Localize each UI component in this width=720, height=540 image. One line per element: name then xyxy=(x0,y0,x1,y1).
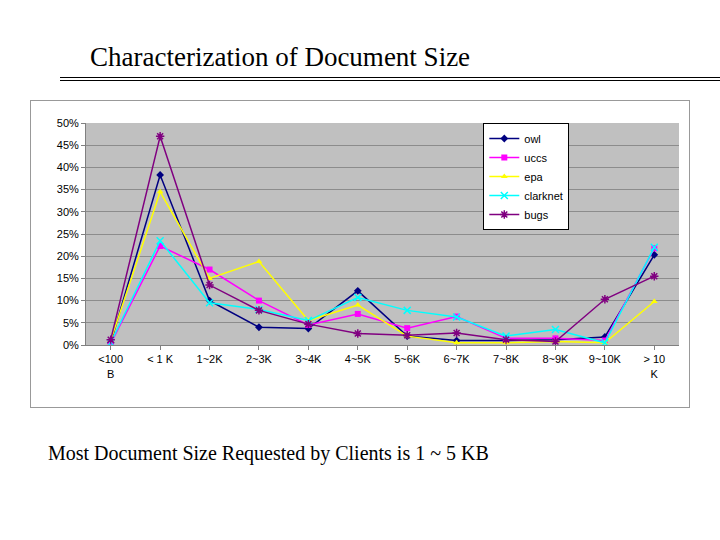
svg-text:bugs: bugs xyxy=(524,209,548,221)
svg-text:50%: 50% xyxy=(57,117,79,129)
svg-text:5%: 5% xyxy=(63,317,79,329)
svg-text:uccs: uccs xyxy=(524,152,547,164)
svg-text:epa: epa xyxy=(524,171,543,183)
svg-text:0%: 0% xyxy=(63,339,79,351)
svg-text:> 10K: > 10K xyxy=(643,353,665,379)
svg-text:30%: 30% xyxy=(57,206,79,218)
svg-text:9~10K: 9~10K xyxy=(589,353,622,365)
svg-text:owl: owl xyxy=(524,133,541,145)
svg-text:40%: 40% xyxy=(57,161,79,173)
svg-text:15%: 15% xyxy=(57,272,79,284)
svg-text:3~4K: 3~4K xyxy=(295,353,322,365)
svg-text:< 1 K: < 1 K xyxy=(147,353,174,365)
svg-text:clarknet: clarknet xyxy=(524,190,563,202)
svg-text:2~3K: 2~3K xyxy=(246,353,273,365)
svg-text:4~5K: 4~5K xyxy=(345,353,372,365)
svg-text:20%: 20% xyxy=(57,250,79,262)
svg-text:<100B: <100B xyxy=(98,353,123,379)
svg-text:25%: 25% xyxy=(57,228,79,240)
svg-text:5~6K: 5~6K xyxy=(394,353,421,365)
html-text:Characterization of Document S: Characterization of Document Size xyxy=(90,42,471,72)
svg-text:10%: 10% xyxy=(57,294,79,306)
svg-text:45%: 45% xyxy=(57,139,79,151)
html-text:Most Document Size Requested b: Most Document Size Requested by Clients … xyxy=(48,442,489,464)
svg-text:35%: 35% xyxy=(57,183,79,195)
svg-text:1~2K: 1~2K xyxy=(197,353,224,365)
svg-text:7~8K: 7~8K xyxy=(493,353,520,365)
svg-text:6~7K: 6~7K xyxy=(444,353,471,365)
svg-text:8~9K: 8~9K xyxy=(542,353,569,365)
